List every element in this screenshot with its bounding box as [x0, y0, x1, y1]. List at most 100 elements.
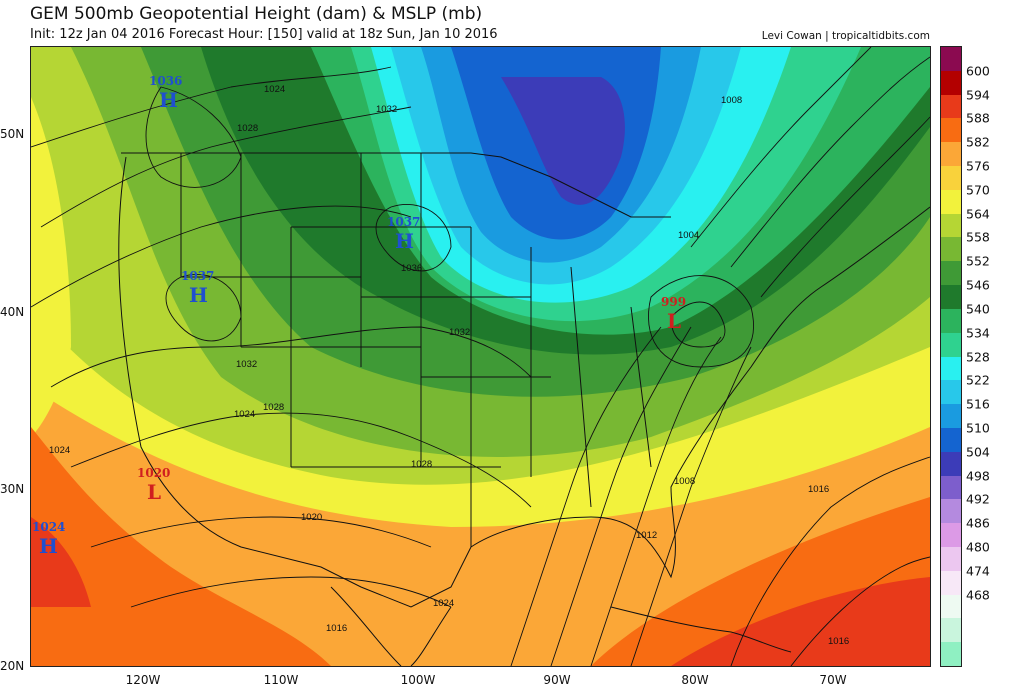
lat-label-30n: 30N [0, 482, 27, 496]
colorbar-cell [941, 451, 961, 477]
colorbar-label: 528 [966, 349, 990, 364]
low-pressure-symbol: L [147, 480, 161, 504]
colorbar-cell [941, 404, 961, 429]
colorbar-cell [941, 213, 961, 238]
colorbar-label: 474 [966, 563, 990, 579]
isobar-label: 1036 [401, 263, 422, 274]
colorbar-cell [941, 594, 961, 619]
colorbar-cell [941, 142, 961, 167]
colorbar-label: 504 [966, 444, 990, 460]
colorbar-label: 540 [966, 301, 990, 317]
high-pressure-symbol: H [159, 88, 178, 112]
colorbar-label: 564 [966, 206, 990, 222]
lat-label-20n: 20N [0, 659, 27, 673]
high-pressure-value: 1024 [32, 520, 65, 534]
isobar-label: 1032 [449, 327, 470, 338]
colorbar-cell [941, 380, 961, 405]
isobars [31, 47, 930, 666]
band-588-sw [31, 427, 331, 666]
colorbar-cell [941, 308, 961, 334]
high-pressure-value: 1036 [149, 74, 182, 88]
colorbar-cell [941, 166, 961, 191]
colorbar-label: 552 [966, 253, 990, 269]
high-pressure-symbol: H [189, 283, 208, 307]
colorbar-label: 588 [966, 110, 990, 126]
lon-label-90w: 90W [543, 673, 571, 687]
colorbar-label: 480 [966, 539, 990, 555]
isobar-label: 1016 [828, 636, 849, 647]
colorbar-cell [941, 189, 961, 215]
isobar-label: 1004 [678, 230, 699, 241]
high-pressure-value: 1037 [387, 215, 420, 229]
us-east-coast [470, 206, 930, 579]
colorbar-label: 534 [966, 325, 990, 341]
isobar-label: 1028 [263, 402, 284, 413]
colorbar-label: 558 [966, 229, 990, 245]
colorbar-cell [941, 523, 961, 548]
lon-label-80w: 80W [681, 673, 709, 687]
lon-label-110w: 110W [263, 673, 299, 687]
colorbar-label: 510 [966, 420, 990, 436]
colorbar-label: 600 [966, 63, 990, 79]
colorbar-cell [941, 570, 961, 596]
colorbar-label: 594 [966, 87, 990, 103]
colorbar-label: 516 [966, 396, 990, 412]
colorbar-cell [941, 546, 961, 572]
colorbar-cell [941, 332, 961, 357]
band-594-se [671, 577, 930, 666]
height-colorbar [940, 46, 962, 667]
colorbar-label: 498 [966, 468, 990, 484]
low-pressure-value: 999 [661, 295, 686, 309]
colorbar-cell [941, 94, 961, 119]
cuba-coast [610, 606, 792, 653]
us-west-coast [118, 156, 472, 608]
lat-label-50n: 50N [0, 127, 27, 141]
map-title: GEM 500mb Geopotential Height (dam) & MS… [30, 4, 483, 24]
colorbar-label: 486 [966, 515, 990, 531]
high-pressure-symbol: H [39, 534, 58, 558]
isobar-label: 1020 [301, 512, 322, 523]
band-576-west [31, 97, 71, 437]
colorbar-label: 576 [966, 158, 990, 174]
isobar-label: 1028 [411, 459, 432, 470]
colorbar-label: 582 [966, 134, 990, 150]
isobar-label: 1024 [234, 409, 255, 420]
lon-label-120w: 120W [125, 673, 161, 687]
lon-label-100w: 100W [400, 673, 436, 687]
colorbar-cell [941, 618, 961, 643]
weather-map-svg: 1024 1028 1032 1036 1032 1032 1024 1028 … [31, 47, 930, 666]
high-pressure-value: 1037 [181, 269, 214, 283]
us-canada-border [121, 152, 671, 218]
lon-label-70w: 70W [819, 673, 847, 687]
state-lines [180, 153, 652, 547]
isobar-label: 1024 [433, 598, 454, 609]
isobar-labels: 1024 1028 1032 1036 1032 1032 1024 1028 … [49, 84, 849, 647]
colorbar-cell [941, 237, 961, 262]
isobar-label: 1008 [674, 476, 695, 487]
isobar-label: 1008 [721, 95, 742, 106]
credit-text: Levi Cowan | tropicaltidbits.com [761, 30, 930, 42]
pressure-centers: 1036 H 1037 H 1037 H 999 L 1020 L 1024 H [32, 74, 686, 558]
colorbar-cell [941, 285, 961, 310]
colorbar-cell [941, 47, 961, 72]
borders [118, 152, 930, 666]
isobar-label: 1024 [264, 84, 285, 95]
isobar-label: 1016 [808, 484, 829, 495]
colorbar-cell [941, 118, 961, 143]
colorbar-cell [941, 70, 961, 96]
mexico-border [330, 586, 452, 666]
colorbar-label: 522 [966, 372, 990, 388]
band-594-sw [31, 517, 91, 607]
high-pressure-symbol: H [395, 229, 414, 253]
colorbar-label: 492 [966, 491, 990, 507]
colorbar-cell [941, 499, 961, 524]
low-pressure-symbol: L [667, 309, 681, 333]
band-510 [501, 77, 625, 205]
low-pressure-value: 1020 [137, 466, 170, 480]
colorbar-cell [941, 642, 961, 667]
lat-label-40n: 40N [0, 305, 27, 319]
isobar-label: 1012 [636, 530, 657, 541]
colorbar-label: 546 [966, 277, 990, 293]
colorbar-cell [941, 261, 961, 286]
colorbar-label: 570 [966, 182, 990, 198]
